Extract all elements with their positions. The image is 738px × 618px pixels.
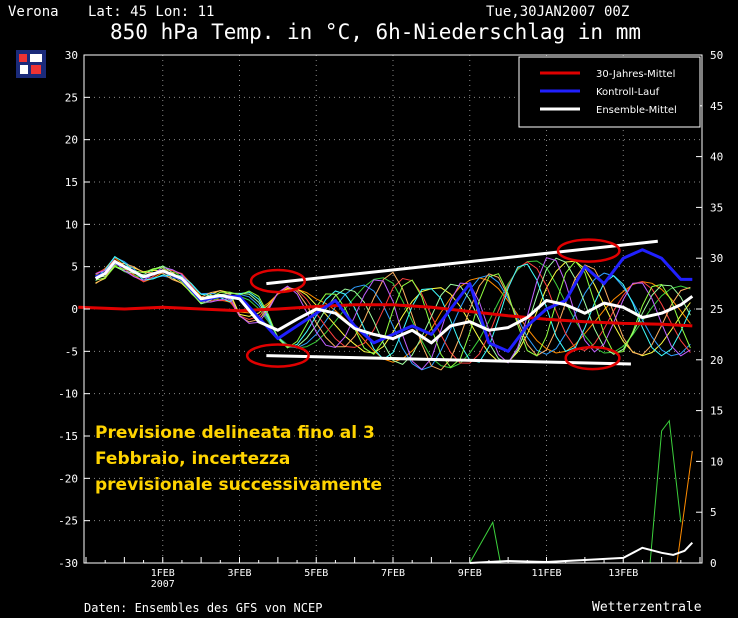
y-left-tick-label: 20 <box>65 134 78 147</box>
y-left-tick-label: 0 <box>71 303 78 316</box>
markup-ellipse <box>556 238 621 263</box>
y-right-tick-label: 30 <box>710 252 723 265</box>
markup-trend-line <box>266 354 631 366</box>
y-right-tick-label: 5 <box>710 506 717 519</box>
y-left-tick-label: 10 <box>65 218 78 231</box>
y-left-tick-label: 15 <box>65 176 78 189</box>
x-tick-label: 5FEB <box>304 568 328 579</box>
legend-label: 30-Jahres-Mittel <box>596 69 675 80</box>
x-tick-label: 3FEB <box>227 568 251 579</box>
y-left-tick-label: 25 <box>65 91 78 104</box>
y-left-tick-label: -15 <box>58 430 78 443</box>
brand-label: Wetterzentrale <box>592 600 702 615</box>
y-right-tick-label: 45 <box>710 100 723 113</box>
y-right-tick-label: 10 <box>710 455 723 468</box>
y-left-tick-label: -20 <box>58 472 78 485</box>
series-line <box>469 542 694 564</box>
series-line <box>78 303 693 328</box>
precip-spike-line <box>676 451 693 564</box>
series-line <box>94 260 694 345</box>
y-left-tick-label: -25 <box>58 515 78 528</box>
coords-label: Lat: 45 Lon: 11 <box>88 4 215 20</box>
logo-icon <box>16 50 46 78</box>
y-right-tick-label: 50 <box>710 49 723 62</box>
precip-small-line <box>469 520 501 564</box>
y-right-tick-label: 35 <box>710 201 723 214</box>
y-right-tick-label: 0 <box>710 557 717 570</box>
precip-spike-line <box>649 419 682 564</box>
y-left-tick-label: -10 <box>58 388 78 401</box>
x-tick-label: 13FEB <box>608 568 638 579</box>
location-label: Verona <box>8 4 59 20</box>
x-tick-label: 9FEB <box>458 568 482 579</box>
x-tick-label: 11FEB <box>531 568 561 579</box>
y-right-tick-label: 40 <box>710 151 723 164</box>
markup-ellipse <box>249 268 306 294</box>
x-tick-sublabel: 2007 <box>151 579 175 590</box>
ensemble-member-line <box>95 260 691 369</box>
legend-label: Kontroll-Lauf <box>596 87 660 98</box>
legend-label: Ensemble-Mittel <box>596 105 677 116</box>
y-right-tick-label: 20 <box>710 354 723 367</box>
run-label: Tue,30JAN2007 00Z <box>486 4 630 20</box>
legend: 30-Jahres-Mittel Kontroll-Lauf Ensemble-Mi… <box>518 56 701 128</box>
markup-ellipse <box>245 343 310 368</box>
y-left-tick-label: 5 <box>71 261 78 274</box>
data-source: Daten: Ensembles des GFS von NCEP <box>84 601 323 615</box>
y-left-tick-label: -30 <box>58 557 78 570</box>
markup-trend-line <box>266 239 658 286</box>
x-tick-label: 1FEB <box>151 568 175 579</box>
markup-ellipse <box>564 345 621 371</box>
y-left-tick-label: 30 <box>65 49 78 62</box>
y-right-tick-label: 15 <box>710 405 723 418</box>
chart-title: 850 hPa Temp. in °C, 6h-Niederschlag in … <box>110 20 642 44</box>
y-right-tick-label: 25 <box>710 303 723 316</box>
y-left-tick-label: -5 <box>65 345 78 358</box>
forecast-annotation: Previsione delineata fino al 3 Febbraio,… <box>95 423 382 495</box>
x-tick-label: 7FEB <box>381 568 405 579</box>
series-line <box>95 248 693 353</box>
